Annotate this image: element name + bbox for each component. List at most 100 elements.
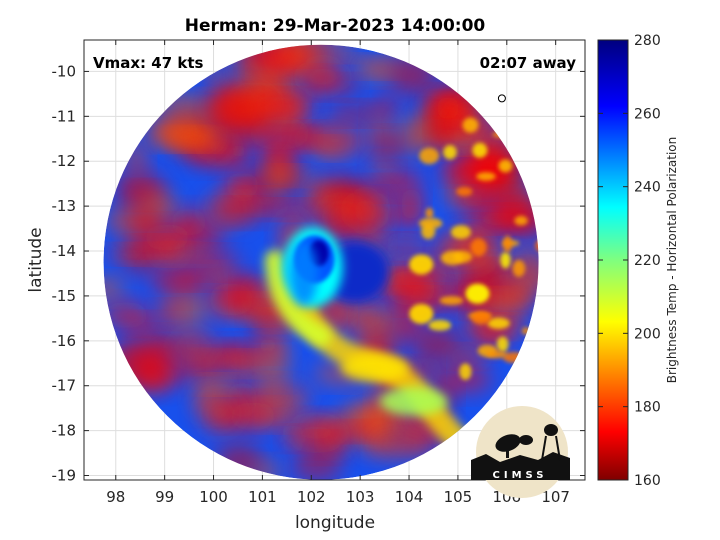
texture-blob [155,305,181,323]
texture-blob [380,238,429,255]
y-tick-label: -18 [52,422,77,440]
convective-cell [465,283,490,304]
y-tick-label: -14 [52,242,77,260]
texture-blob [385,270,437,306]
y-tick-label: -10 [52,62,77,80]
texture-blob [258,203,319,216]
cloud-cell [500,251,511,269]
texture-blob [217,204,270,223]
cloud-cell [487,317,510,329]
cold-band [289,241,318,306]
chart-title: Herman: 29-Mar-2023 14:00:00 [185,16,486,36]
texture-blob [464,182,521,215]
y-tick-label: -17 [52,377,77,395]
cloud-cell [512,260,526,277]
cloud-cell [470,238,487,257]
cloud-cell [496,336,509,353]
texture-blob [262,379,283,399]
cloud-cell [419,147,440,165]
texture-blob [249,309,279,332]
cloud-cell [440,250,464,266]
y-tick-label: -16 [52,332,77,350]
texture-blob [186,252,241,273]
texture-blob [367,180,395,197]
texture-blob [359,308,382,329]
cloud-cell [443,145,457,160]
colorbar-tick-label: 200 [634,326,661,342]
rain-band [379,387,448,416]
cloud-cell [471,311,491,325]
texture-blob [291,453,342,480]
cloud-cell [459,363,472,380]
storm-marker-dot [497,94,506,103]
y-axis-label: latitude [26,227,46,292]
convective-cell [409,303,434,324]
texture-blob [292,130,313,144]
texture-blob [331,44,360,58]
texture-blob [144,121,185,144]
colorbar-label: Brightness Temp - Horizontal Polarizatio… [665,137,679,384]
texture-blob [502,282,533,313]
storm-position-marker [496,92,507,103]
x-tick-label: 101 [248,488,277,506]
inner-rain-band [264,250,332,347]
texture-blob [298,60,348,93]
x-tick-label: 107 [541,488,570,506]
cimss-logo-text: CIMSS [493,470,548,481]
texture-blob [238,274,260,312]
colorbar-tick-label: 180 [634,400,661,416]
texture-blob [335,425,375,438]
texture-blob [172,274,214,287]
x-tick-label: 104 [395,488,424,506]
texture-blob [254,356,292,382]
texture-blob [196,378,242,391]
cloud-cell [514,215,528,226]
texture-blob [282,431,303,447]
y-tick-label: -13 [52,197,77,215]
cloud-cell [476,172,496,181]
texture-blob [305,123,366,158]
y-tick-label: -15 [52,287,77,305]
texture-blob [208,84,247,118]
texture-blob [128,206,163,239]
texture-blob [434,114,459,146]
cloud-cell [485,350,508,359]
y-axis: -10 -11 -12 -13 -14 -15 -16 -17 -18 -19 [52,62,585,485]
texture-blob [362,63,393,82]
cloud-cell [425,207,434,219]
x-tick-label: 99 [155,488,174,506]
texture-blob [228,402,277,431]
storm-marker-swirl [496,92,507,97]
cloud-cell [498,159,513,173]
texture-blob [435,95,461,122]
colorbar-tick-label: 160 [634,473,661,489]
cloud-cell [472,142,488,158]
texture-blob [227,141,250,162]
x-axis-label: longitude [295,513,375,533]
plot-border [83,39,586,481]
colorbar-tick-label: 220 [634,253,661,269]
texture-blob [368,431,433,459]
cloud-cell [456,186,473,197]
colorbar-ticks: 160 180 200 220 240 260 280 [598,33,661,489]
texture-blob [266,159,289,191]
x-tick-label: 103 [346,488,375,506]
texture-blob [255,335,280,356]
texture-blob [346,191,385,231]
x-tick-label: 105 [444,488,473,506]
y-tick-label: -11 [52,107,77,125]
texture-blob [400,185,423,223]
texture-blob [399,115,435,154]
texture-blob [513,266,539,291]
texture-blob [371,134,408,157]
cloud-cell [450,225,471,239]
texture-blob [329,105,380,121]
cloud-cell [439,296,464,306]
texture-blob [369,157,395,176]
x-tick-label: 98 [106,488,125,506]
texture-blob [254,94,314,112]
x-axis: 98 99 100 101 102 103 104 105 106 107 [106,40,570,506]
texture-blob [128,316,160,332]
colorbar-tick-label: 260 [634,106,661,122]
colorbar-tick-label: 280 [634,33,661,49]
